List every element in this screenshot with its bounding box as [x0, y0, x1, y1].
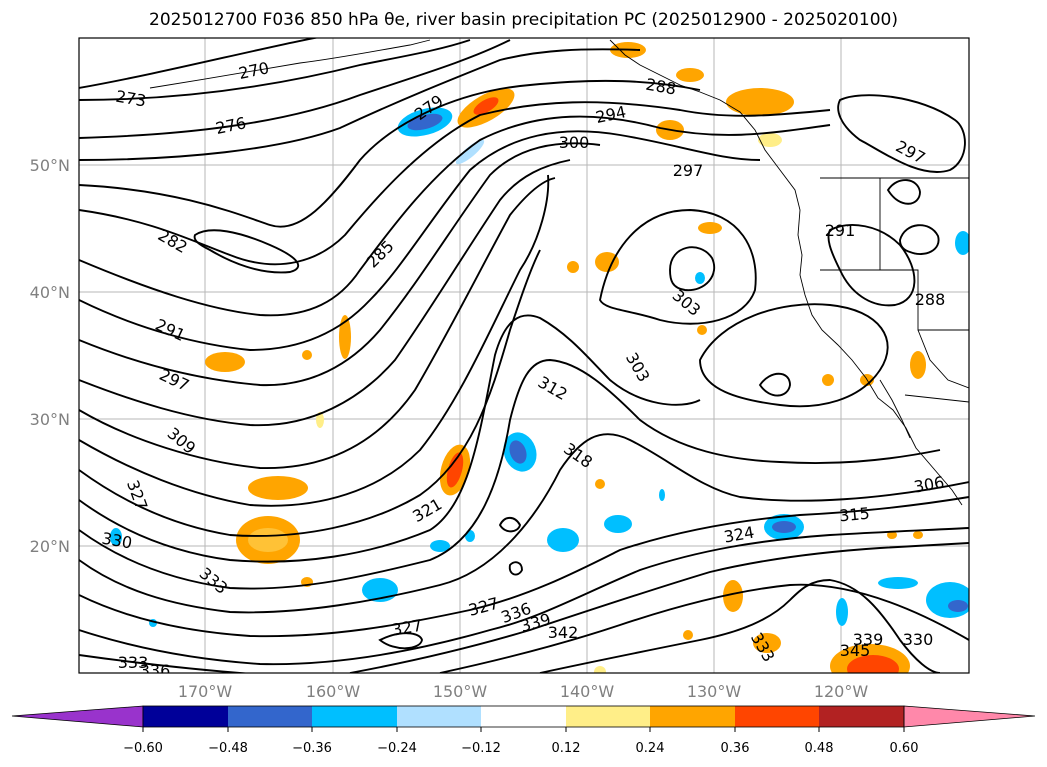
colorbar-bin — [566, 706, 650, 727]
precip-negative-area — [772, 521, 796, 533]
colorbar-tick-label: −0.24 — [377, 741, 417, 756]
precip-negative-area — [110, 528, 122, 546]
precip-negative-area — [659, 489, 665, 501]
precip-positive-area — [567, 261, 579, 273]
precip-negative-area — [955, 231, 969, 255]
colorbar-bin — [819, 706, 904, 727]
precip-negative-area — [948, 600, 968, 612]
contour-label: 339 — [853, 630, 884, 649]
colorbar-ticks — [142, 727, 905, 732]
lon-label-130w: 130°W — [687, 682, 742, 701]
colorbar-tick-label: 0.12 — [552, 741, 581, 756]
lon-label-150w: 150°W — [433, 682, 488, 701]
colorbar-tick-label: 0.48 — [805, 741, 834, 756]
colorbar-bin — [143, 706, 228, 727]
precip-positive-area — [726, 88, 794, 116]
precip-positive-area — [316, 412, 324, 428]
lat-label-20n: 20°N — [30, 537, 70, 556]
precip-negative-area — [926, 582, 969, 618]
precip-positive-area — [697, 325, 707, 335]
precip-negative-area — [455, 139, 485, 165]
colorbar-extend-low — [11, 705, 144, 728]
colorbar-bin — [650, 706, 735, 727]
colorbar-bin — [312, 706, 397, 727]
precip-negative-area — [878, 577, 918, 589]
colorbar-bin — [228, 706, 312, 727]
precip-positive-area — [822, 374, 834, 386]
precip-negative-area — [604, 515, 632, 533]
colorbar: −0.60 −0.48 −0.36 −0.24 −0.12 0.12 0.24 … — [11, 705, 1036, 756]
precip-positive-area — [594, 666, 606, 673]
precip-positive-area — [248, 528, 288, 552]
colorbar-tick-label: 0.24 — [636, 741, 665, 756]
lon-label-160w: 160°W — [306, 682, 361, 701]
precip-positive-area — [302, 350, 312, 360]
precip-positive-area — [758, 133, 782, 147]
colorbar-extend-high — [903, 705, 1036, 728]
map-frame — [78, 37, 970, 674]
contour-label: 330 — [903, 630, 934, 649]
map-title: 2025012700 F036 850 hPa θe, river basin … — [149, 10, 898, 30]
precip-positive-area — [595, 252, 619, 272]
colorbar-tick-label: 0.36 — [721, 741, 750, 756]
colorbar-tick-label: −0.36 — [292, 741, 332, 756]
precip-negative-area — [836, 598, 848, 626]
precip-positive-area — [339, 315, 351, 359]
lat-label-40n: 40°N — [30, 283, 70, 302]
precip-positive-area — [236, 516, 300, 564]
contour-label: 291 — [825, 221, 856, 240]
theta-e-contours — [79, 38, 969, 673]
precip-positive-area — [698, 222, 722, 234]
colorbar-bin — [397, 706, 481, 727]
contour-label: 333 — [118, 653, 149, 672]
precip-positive-area — [723, 580, 743, 612]
latitude-labels: 50°N 40°N 30°N 20°N — [30, 156, 70, 556]
precip-negative-area — [430, 540, 450, 552]
coastlines — [149, 39, 969, 506]
precip-positive-area — [847, 655, 899, 673]
lon-label-170w: 170°W — [178, 682, 233, 701]
lon-label-140w: 140°W — [560, 682, 615, 701]
precip-negative-area — [465, 530, 475, 542]
precip-positive-area — [473, 97, 499, 115]
precip-positive-area — [887, 531, 897, 539]
contour-label: 297 — [673, 161, 704, 180]
precip-positive-area — [595, 479, 605, 489]
precip-positive-area — [683, 630, 693, 640]
contour-label: 345 — [840, 641, 871, 660]
longitude-labels: 170°W 160°W 150°W 140°W 130°W 120°W — [178, 682, 869, 701]
lon-label-120w: 120°W — [814, 682, 869, 701]
precip-positive-area — [676, 68, 704, 82]
precip-positive-area — [910, 351, 926, 379]
lat-label-50n: 50°N — [30, 156, 70, 175]
precip-positive-area — [205, 352, 245, 372]
precip-negative-area — [547, 528, 579, 552]
precip-negative-area — [695, 272, 705, 284]
precip-positive-area — [248, 476, 308, 500]
contour-label: 336 — [140, 661, 171, 680]
colorbar-tick-label: −0.60 — [123, 741, 163, 756]
contour-label: 300 — [559, 133, 590, 152]
colorbar-frame — [142, 705, 905, 728]
precip-negative-area — [509, 440, 527, 464]
lat-label-30n: 30°N — [30, 410, 70, 429]
colorbar-tick-label: −0.48 — [208, 741, 248, 756]
contour-label: 288 — [915, 290, 946, 309]
precip-positive-area — [446, 452, 464, 488]
precip-positive-area — [753, 633, 781, 653]
colorbar-bin — [735, 706, 819, 727]
contour-labels: 270 273 276 279 282 285 288 288 291 291 … — [100, 58, 946, 680]
contour-label: 315 — [838, 504, 870, 526]
colorbar-tick-label: 0.60 — [890, 741, 919, 756]
contour-label: 342 — [548, 623, 579, 642]
colorbar-tick-label: −0.12 — [461, 741, 501, 756]
colorbar-bin — [481, 706, 566, 727]
precip-shading — [110, 42, 969, 673]
precip-positive-area — [913, 531, 923, 539]
